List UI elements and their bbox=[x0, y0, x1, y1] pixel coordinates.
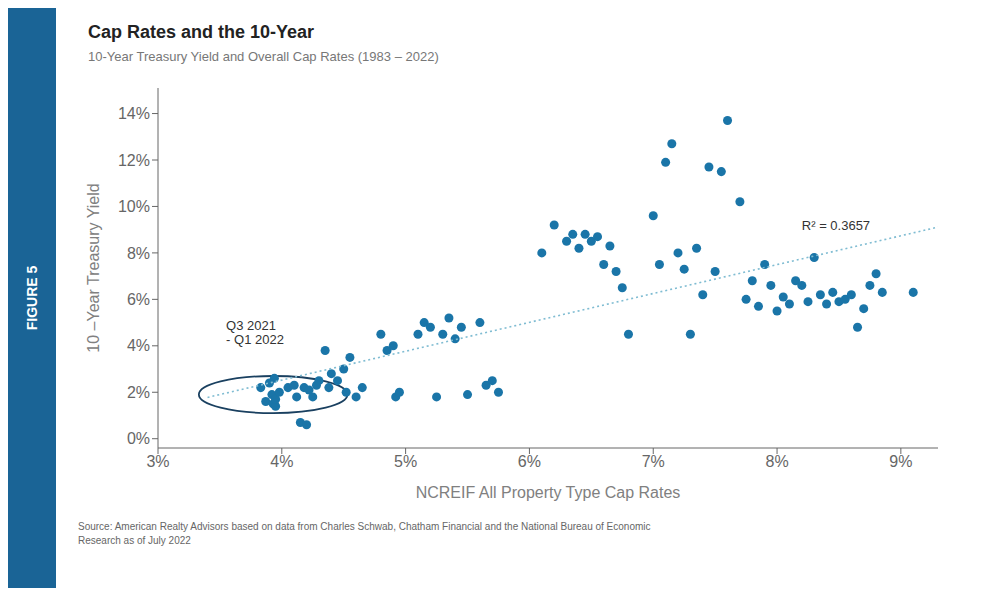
svg-text:0%: 0% bbox=[127, 430, 150, 447]
svg-text:12%: 12% bbox=[118, 152, 150, 169]
svg-text:8%: 8% bbox=[127, 245, 150, 262]
svg-text:4%: 4% bbox=[270, 453, 293, 470]
svg-text:Q3 2021- Q1 2022: Q3 2021- Q1 2022 bbox=[226, 319, 284, 348]
svg-text:10 –Year Treasury Yield: 10 –Year Treasury Yield bbox=[85, 183, 102, 352]
svg-text:R² = 0.3657: R² = 0.3657 bbox=[802, 219, 870, 234]
svg-text:6%: 6% bbox=[127, 291, 150, 308]
svg-text:14%: 14% bbox=[118, 105, 150, 122]
html-text:Source: American Realty Adviso: Source: American Realty Advisors based o… bbox=[78, 521, 651, 546]
svg-text:NCREIF All Property Type Cap R: NCREIF All Property Type Cap Rates bbox=[416, 484, 681, 501]
svg-text:8%: 8% bbox=[765, 453, 788, 470]
svg-text:3%: 3% bbox=[146, 453, 169, 470]
html-text:10-Year Treasury Yield and Ove: 10-Year Treasury Yield and Overall Cap R… bbox=[88, 49, 439, 64]
html-text:Cap Rates and the 10-Year: Cap Rates and the 10-Year bbox=[88, 22, 315, 42]
svg-text:5%: 5% bbox=[394, 453, 417, 470]
html-text:FIGURE 5: FIGURE 5 bbox=[24, 265, 40, 331]
svg-text:2%: 2% bbox=[127, 384, 150, 401]
svg-text:7%: 7% bbox=[642, 453, 665, 470]
svg-text:4%: 4% bbox=[127, 337, 150, 354]
svg-text:10%: 10% bbox=[118, 198, 150, 215]
svg-text:9%: 9% bbox=[889, 453, 912, 470]
svg-text:6%: 6% bbox=[518, 453, 541, 470]
